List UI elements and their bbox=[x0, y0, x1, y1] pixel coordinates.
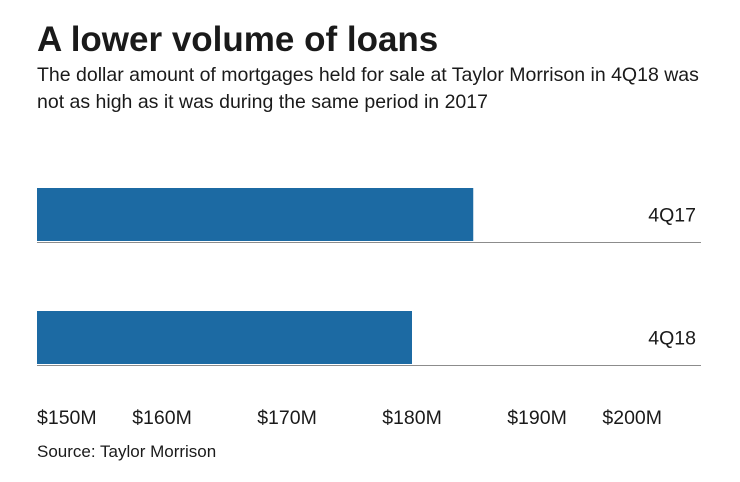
chart-title: A lower volume of loans bbox=[37, 20, 439, 59]
bar-label-4q17: 4Q17 bbox=[648, 205, 696, 227]
x-tick-label: $180M bbox=[382, 407, 442, 429]
x-tick-label: $150M bbox=[37, 407, 97, 429]
x-tick-label: $190M bbox=[507, 407, 567, 429]
bar-4q17 bbox=[37, 188, 474, 241]
chart-subtitle: The dollar amount of mortgages held for … bbox=[37, 64, 699, 113]
x-tick-label: $160M bbox=[132, 407, 192, 429]
x-tick-label: $200M bbox=[602, 407, 662, 429]
x-tick-label: $170M bbox=[257, 407, 317, 429]
source-note: Source: Taylor Morrison bbox=[37, 442, 217, 461]
bar-4q18 bbox=[37, 311, 412, 364]
bar-label-4q18: 4Q18 bbox=[648, 328, 696, 350]
